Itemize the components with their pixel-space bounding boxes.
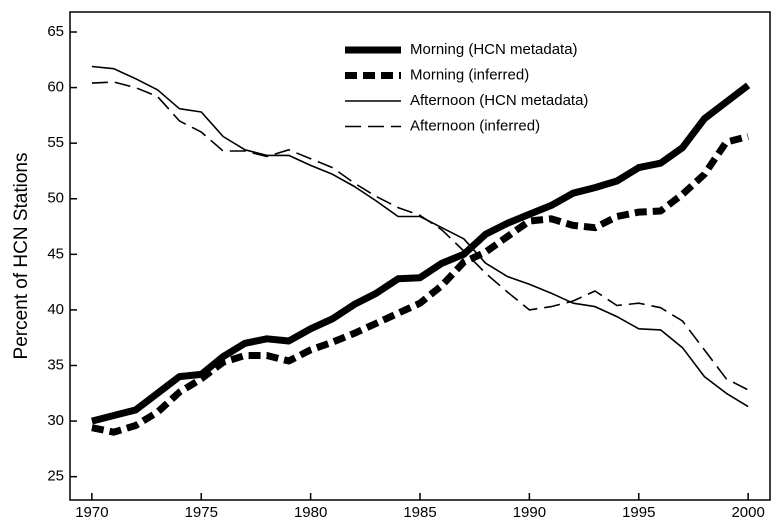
y-tick-label: 40 [47,301,64,318]
plot-frame [69,11,771,501]
y-tick-label: 35 [47,356,64,373]
y-tick-label: 55 [47,134,64,151]
y-tick-label: 60 [47,79,64,96]
legend-label: Afternoon (HCN metadata) [410,92,588,109]
series-line [91,82,751,425]
y-tick-label: 30 [47,412,64,429]
x-tick-label: 1980 [294,504,327,521]
x-tick-label: 1995 [622,504,655,521]
legend-label: Morning (inferred) [410,66,529,83]
legend-label: Morning (HCN metadata) [410,41,578,58]
legend-label: Afternoon (inferred) [410,117,540,134]
y-tick-label: 50 [47,190,64,207]
y-tick-label: 25 [47,468,64,485]
x-tick-label: 1975 [185,504,218,521]
x-tick-label: 1970 [75,504,108,521]
x-tick-label: 1985 [403,504,436,521]
series-line [91,81,749,391]
x-tick-label: 2000 [731,504,764,521]
y-tick-label: 65 [47,23,64,40]
series-line [91,133,749,436]
x-tick-label: 1990 [513,504,546,521]
y-axis-label: Percent of HCN Stations [11,153,32,360]
series-line [91,65,749,408]
y-tick-label: 45 [47,245,64,262]
